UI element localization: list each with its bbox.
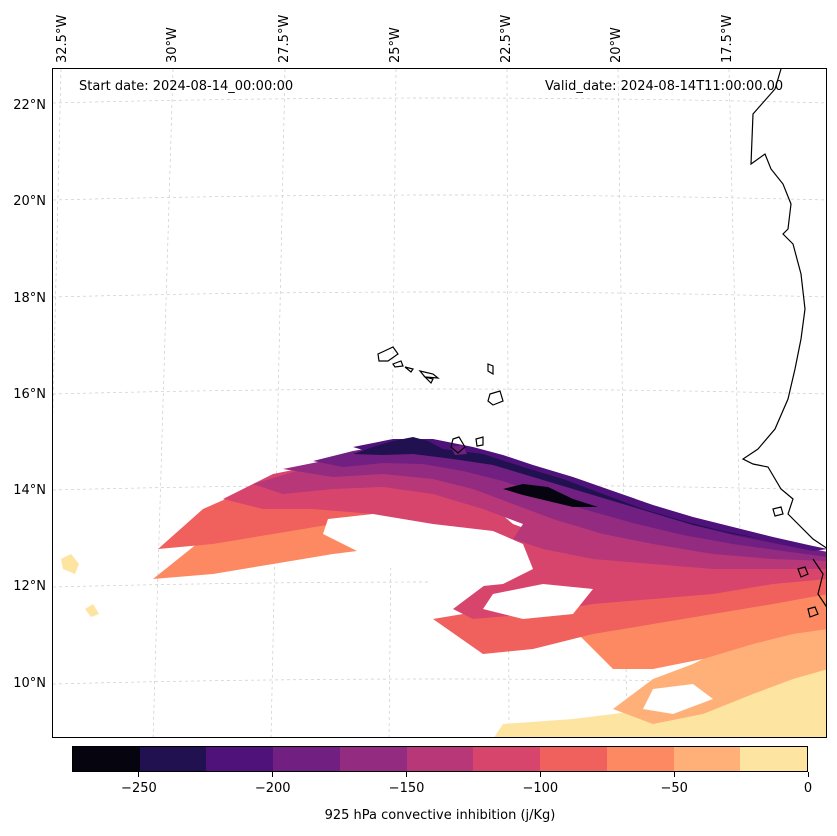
cin-band-0-to-minus25 bbox=[494, 649, 826, 737]
start-date-annotation: Start date: 2024-08-14_00:00:00 bbox=[79, 79, 294, 94]
colorbar-tick-4 bbox=[673, 772, 675, 777]
colorbar-tick-label-4: −50 bbox=[660, 781, 688, 796]
island-bijagos-2 bbox=[797, 566, 809, 578]
colorbar-tick-label-1: −200 bbox=[254, 781, 291, 796]
map-canvas bbox=[53, 69, 826, 737]
colorbar-tick-0 bbox=[138, 772, 140, 777]
longitude-label-27-5w: 27.5°W bbox=[277, 14, 292, 63]
colorbar-segment-4 bbox=[339, 747, 407, 771]
colorbar-segment-3 bbox=[273, 747, 340, 771]
colorbar-tick-2 bbox=[406, 772, 408, 777]
gridline-lat-20n bbox=[53, 194, 826, 201]
latitude-label-16n: 16°N bbox=[13, 387, 46, 402]
island-sal bbox=[487, 363, 494, 376]
valid-date-annotation: Valid_date: 2024-08-14T11:00:00.00 bbox=[545, 79, 784, 94]
coastline-africa bbox=[741, 69, 826, 549]
colorbar-segment-10 bbox=[740, 747, 808, 771]
colorbar-tick-label-5: 0 bbox=[803, 781, 813, 796]
cin-contours bbox=[61, 437, 826, 737]
island-santiago bbox=[450, 436, 466, 454]
gridline-lon-25w bbox=[388, 69, 397, 737]
cin-band-below-minus250 bbox=[503, 484, 598, 507]
longitude-label-17-5w: 17.5°W bbox=[720, 14, 735, 63]
colorbar-segment-8 bbox=[606, 747, 674, 771]
longitude-label-32-5w: 32.5°W bbox=[55, 14, 70, 63]
longitude-label-22-5w: 22.5°W bbox=[499, 14, 514, 63]
latitude-label-22n: 22°N bbox=[13, 98, 46, 113]
gridline-lat-16n bbox=[53, 388, 826, 395]
latitude-label-12n: 12°N bbox=[13, 579, 46, 594]
colorbar-segment-2 bbox=[206, 747, 274, 771]
colorbar-tick-label-2: −150 bbox=[388, 781, 425, 796]
colorbar-title: 925 hPa convective inhibition (j/Kg) bbox=[324, 808, 556, 823]
cin-patch-small-west-2 bbox=[85, 604, 99, 617]
latitude-label-10n: 10°N bbox=[13, 676, 46, 691]
island-sao-vicente bbox=[392, 360, 404, 368]
island-maio bbox=[475, 436, 484, 447]
map-panel[interactable]: Start date: 2024-08-14_00:00:00 Valid_da… bbox=[52, 68, 827, 738]
island-bijagos-3 bbox=[807, 606, 819, 618]
colorbar-tick-label-0: −250 bbox=[121, 781, 157, 796]
colorbar-tick-5 bbox=[807, 772, 809, 777]
island-boavista bbox=[487, 390, 504, 406]
latitude-label-20n: 20°N bbox=[13, 194, 46, 209]
masked-area-southeast bbox=[643, 684, 713, 714]
gridline-lon-32-5w bbox=[53, 69, 62, 419]
cin-band-minus200-to-minus225 bbox=[353, 439, 826, 551]
cin-band-minus125-to-minus150 bbox=[253, 459, 826, 569]
island-santo-antao bbox=[377, 346, 399, 362]
gridline-lat-18n bbox=[53, 291, 826, 298]
colorbar-segment-7 bbox=[540, 747, 607, 771]
gridline-lat-10n bbox=[53, 678, 826, 685]
gridline-lat-14n bbox=[53, 484, 826, 491]
latitude-label-14n: 14°N bbox=[13, 483, 46, 498]
colorbar-segment-6 bbox=[473, 747, 541, 771]
coastline-africa-south bbox=[812, 558, 826, 608]
cin-masked-areas bbox=[323, 514, 713, 714]
colorbar-segment-0 bbox=[73, 747, 140, 771]
cin-patch-island bbox=[451, 445, 467, 455]
gridline-lat-12n bbox=[53, 581, 826, 588]
longitude-label-20w: 20°W bbox=[609, 27, 624, 63]
masked-area-center bbox=[323, 514, 533, 589]
island-santa-luzia bbox=[404, 366, 414, 373]
longitude-label-30w: 30°W bbox=[165, 27, 180, 63]
colorbar-tick-1 bbox=[272, 772, 274, 777]
cin-patch-small-west bbox=[61, 554, 79, 574]
cin-band-minus225-to-minus250 bbox=[353, 437, 763, 539]
colorbar-segment-1 bbox=[139, 747, 207, 771]
longitude-label-25w: 25°W bbox=[388, 27, 403, 63]
gridline-lon-27-5w bbox=[270, 69, 286, 737]
colorbar-segment-5 bbox=[406, 747, 474, 771]
colorbar-tick-label-3: −100 bbox=[522, 781, 559, 796]
gridline-lon-30w bbox=[152, 69, 174, 737]
coastlines bbox=[377, 69, 826, 618]
island-bijagos-1 bbox=[772, 506, 784, 517]
island-fogo bbox=[423, 375, 434, 385]
colorbar-segment-9 bbox=[673, 747, 741, 771]
colorbar-tick-3 bbox=[539, 772, 541, 777]
island-sao-nicolau bbox=[418, 370, 440, 379]
latitude-label-18n: 18°N bbox=[13, 291, 46, 306]
masked-area-south bbox=[483, 584, 593, 619]
colorbar bbox=[72, 746, 808, 772]
gridline-lat-22n bbox=[53, 97, 826, 104]
